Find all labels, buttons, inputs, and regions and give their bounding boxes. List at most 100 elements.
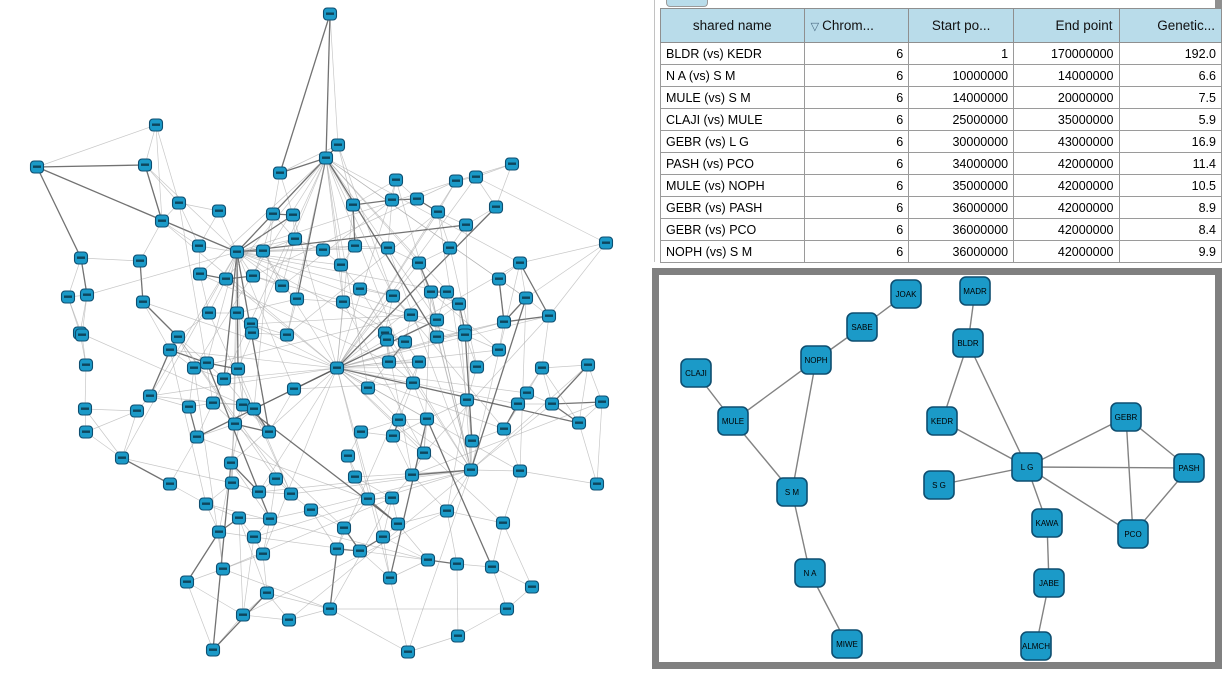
table-cell[interactable]: 30000000 <box>908 130 1015 153</box>
main-network-canvas[interactable] <box>0 0 652 669</box>
graph-node[interactable] <box>457 328 473 342</box>
graph-node[interactable] <box>598 236 614 250</box>
filtered-network-canvas[interactable]: JOAK MADR SABE BLDR NOPH CLAJI GEBR MULE KEDR L G… <box>659 275 1215 662</box>
table-row[interactable]: GEBR (vs) PASH 6 36000000 42000000 8.9 <box>660 196 1222 219</box>
graph-node[interactable] <box>330 138 346 152</box>
table-cell[interactable]: 42000000 <box>1013 240 1120 263</box>
table-cell[interactable]: 42000000 <box>1013 196 1120 219</box>
graph-node[interactable] <box>589 477 605 491</box>
graph-node[interactable] <box>281 613 297 627</box>
graph-node-s-g[interactable]: S G <box>923 470 955 500</box>
graph-node-kedr[interactable]: KEDR <box>926 406 958 436</box>
graph-node[interactable] <box>439 504 455 518</box>
graph-node-gebr[interactable]: GEBR <box>1110 402 1142 432</box>
table-cell[interactable]: MULE (vs) NOPH <box>660 174 805 197</box>
table-row[interactable]: CLAJI (vs) MULE 6 25000000 35000000 5.9 <box>660 108 1222 131</box>
graph-node[interactable] <box>409 192 425 206</box>
graph-node[interactable] <box>360 381 376 395</box>
graph-node[interactable] <box>420 553 436 567</box>
graph-node[interactable] <box>78 358 94 372</box>
graph-node[interactable] <box>198 497 214 511</box>
column-header-3[interactable]: End point <box>1013 8 1120 43</box>
graph-node[interactable] <box>499 602 515 616</box>
panel-splitter[interactable] <box>654 0 655 262</box>
graph-node[interactable] <box>464 434 480 448</box>
table-cell[interactable]: PASH (vs) PCO <box>660 152 805 175</box>
network-view-filtered[interactable]: JOAK MADR SABE BLDR NOPH CLAJI GEBR MULE KEDR L G… <box>659 275 1215 662</box>
graph-node[interactable] <box>400 645 416 659</box>
graph-node[interactable] <box>191 239 207 253</box>
table-cell[interactable]: 5.9 <box>1118 108 1222 131</box>
graph-node[interactable] <box>283 487 299 501</box>
table-cell[interactable]: 8.9 <box>1118 196 1222 219</box>
graph-node[interactable] <box>216 372 232 386</box>
table-cell[interactable]: 1 <box>908 42 1015 65</box>
graph-node[interactable] <box>519 386 535 400</box>
graph-node[interactable] <box>488 200 504 214</box>
table-cell[interactable]: 6.6 <box>1118 64 1222 87</box>
graph-node-jabe[interactable]: JABE <box>1033 568 1065 598</box>
table-cell[interactable]: 10000000 <box>908 64 1015 87</box>
graph-node[interactable] <box>491 272 507 286</box>
graph-node[interactable] <box>496 422 512 436</box>
graph-node[interactable] <box>215 562 231 576</box>
graph-node[interactable] <box>340 449 356 463</box>
graph-node[interactable] <box>268 472 284 486</box>
graph-node[interactable] <box>162 343 178 357</box>
graph-node[interactable] <box>201 306 217 320</box>
table-row[interactable]: GEBR (vs) L G 6 30000000 43000000 16.9 <box>660 130 1222 153</box>
table-row[interactable]: GEBR (vs) PCO 6 36000000 42000000 8.4 <box>660 218 1222 241</box>
network-view-main[interactable] <box>0 0 652 669</box>
table-cell[interactable]: 42000000 <box>1013 152 1120 175</box>
graph-node[interactable] <box>416 446 432 460</box>
graph-node[interactable] <box>504 157 520 171</box>
table-row[interactable]: MULE (vs) S M 6 14000000 20000000 7.5 <box>660 86 1222 109</box>
graph-node[interactable] <box>360 492 376 506</box>
graph-node[interactable] <box>404 468 420 482</box>
graph-node[interactable] <box>148 118 164 132</box>
graph-node[interactable] <box>170 330 186 344</box>
table-cell[interactable]: 192.0 <box>1118 42 1222 65</box>
graph-node[interactable] <box>246 530 262 544</box>
graph-node[interactable] <box>352 282 368 296</box>
graph-node[interactable] <box>385 289 401 303</box>
graph-node[interactable] <box>315 243 331 257</box>
graph-node[interactable] <box>495 516 511 530</box>
graph-node[interactable] <box>60 290 76 304</box>
graph-node[interactable] <box>162 477 178 491</box>
graph-node[interactable] <box>385 429 401 443</box>
column-header-1[interactable]: ▽ Chrom... <box>803 8 910 43</box>
graph-node[interactable] <box>336 521 352 535</box>
table-cell[interactable]: NOPH (vs) S M <box>660 240 805 263</box>
graph-node[interactable] <box>318 151 334 165</box>
table-cell[interactable]: 43000000 <box>1013 130 1120 153</box>
graph-node[interactable] <box>390 517 406 531</box>
graph-node[interactable] <box>189 430 205 444</box>
graph-node[interactable] <box>114 451 130 465</box>
graph-node[interactable] <box>74 328 90 342</box>
table-cell[interactable]: 6 <box>803 86 910 109</box>
graph-node[interactable] <box>322 7 338 21</box>
graph-node[interactable] <box>353 425 369 439</box>
table-cell[interactable]: 6 <box>803 152 910 175</box>
graph-node[interactable] <box>227 417 243 431</box>
graph-node[interactable] <box>411 355 427 369</box>
graph-node[interactable] <box>463 463 479 477</box>
graph-node[interactable] <box>229 245 245 259</box>
graph-node[interactable] <box>179 575 195 589</box>
graph-node[interactable] <box>541 309 557 323</box>
graph-node-madr[interactable]: MADR <box>959 276 991 306</box>
graph-node[interactable] <box>382 571 398 585</box>
graph-node[interactable] <box>224 476 240 490</box>
graph-node[interactable] <box>29 160 45 174</box>
graph-node[interactable] <box>450 629 466 643</box>
graph-node[interactable] <box>468 170 484 184</box>
graph-node[interactable] <box>484 560 500 574</box>
graph-node[interactable] <box>285 208 301 222</box>
graph-node[interactable] <box>287 232 303 246</box>
table-cell[interactable]: GEBR (vs) PCO <box>660 218 805 241</box>
graph-node[interactable] <box>251 485 267 499</box>
graph-node[interactable] <box>265 207 281 221</box>
graph-node-mule[interactable]: MULE <box>717 406 749 436</box>
graph-node[interactable] <box>211 204 227 218</box>
